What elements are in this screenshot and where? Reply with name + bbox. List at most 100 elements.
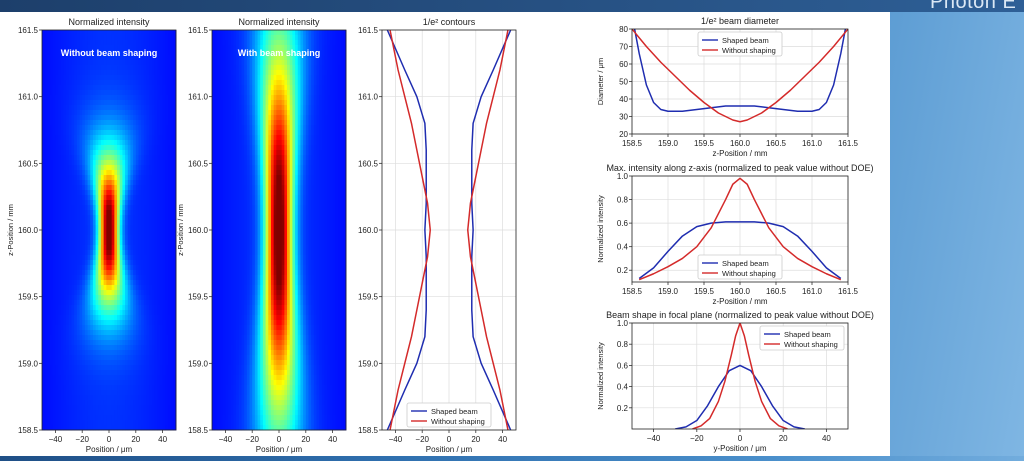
heatmap-cell (112, 165, 115, 170)
heatmap-cell (279, 60, 282, 65)
heatmap-cell (45, 100, 48, 105)
heatmap-cell (50, 295, 53, 300)
heatmap-cell (101, 305, 104, 310)
heatmap-cell (80, 125, 83, 130)
heatmap-cell (45, 275, 48, 280)
heatmap-cell (144, 185, 147, 190)
heatmap-cell (82, 265, 85, 270)
heatmap-cell (53, 375, 56, 380)
heatmap-cell (152, 305, 155, 310)
heatmap-cell (217, 55, 220, 60)
heatmap-cell (138, 245, 141, 250)
heatmap-cell (149, 335, 152, 340)
heatmap-cell (152, 130, 155, 135)
heatmap-cell (55, 205, 58, 210)
heatmap-cell (327, 40, 330, 45)
heatmap-cell (47, 60, 50, 65)
heatmap-cell (112, 95, 115, 100)
heatmap-cell (287, 110, 290, 115)
heatmap-cell (165, 200, 168, 205)
heatmap-cell (93, 85, 96, 90)
heatmap-cell (125, 380, 128, 385)
heatmap-cell (292, 85, 295, 90)
heatmap-cell (125, 80, 128, 85)
heatmap-cell (117, 285, 120, 290)
heatmap-cell (90, 300, 93, 305)
heatmap-cell (98, 105, 101, 110)
heatmap-cell (61, 85, 64, 90)
heatmap-cell (109, 385, 112, 390)
heatmap-cell (157, 390, 160, 395)
heatmap-cell (77, 215, 80, 220)
heatmap-cell (47, 40, 50, 45)
heatmap-cell (69, 310, 72, 315)
heatmap-cell (152, 315, 155, 320)
heatmap-cell (155, 195, 158, 200)
heatmap-cell (295, 110, 298, 115)
heatmap-cell (247, 85, 250, 90)
heatmap-cell (160, 305, 163, 310)
heatmap-cell (138, 185, 141, 190)
heatmap-cell (122, 200, 125, 205)
heatmap-cell (133, 60, 136, 65)
heatmap-cell (114, 150, 117, 155)
heatmap-cell (58, 320, 61, 325)
heatmap-cell (58, 300, 61, 305)
heatmap-cell (45, 320, 48, 325)
heatmap-cell (47, 360, 50, 365)
heatmap-cell (215, 35, 218, 40)
heatmap-cell (157, 370, 160, 375)
heatmap-cell (42, 340, 45, 345)
heatmap-cell (82, 180, 85, 185)
heatmap-cell (125, 90, 128, 95)
heatmap-cell (165, 390, 168, 395)
heatmap-cell (55, 155, 58, 160)
heatmap-cell (74, 130, 77, 135)
heatmap-cell (63, 35, 66, 40)
heatmap-cell (165, 115, 168, 120)
heatmap-cell (268, 30, 271, 35)
heatmap-cell (66, 365, 69, 370)
heatmap-cell (263, 110, 266, 115)
heatmap-cell (327, 80, 330, 85)
heatmap-cell (144, 80, 147, 85)
heatmap-cell (117, 215, 120, 220)
heatmap-cell (122, 135, 125, 140)
heatmap-cell (165, 220, 168, 225)
heatmap-cell (55, 310, 58, 315)
heatmap-cell (155, 30, 158, 35)
heatmap-cell (128, 150, 131, 155)
heatmap-cell (120, 395, 123, 400)
heatmap-cell (77, 370, 80, 375)
heatmap-cell (85, 260, 88, 265)
heatmap-cell (147, 90, 150, 95)
heatmap-cell (69, 255, 72, 260)
heatmap-cell (53, 200, 56, 205)
heatmap-cell (122, 250, 125, 255)
heatmap-cell (152, 235, 155, 240)
heatmap-cell (109, 415, 112, 420)
heatmap-cell (276, 65, 279, 70)
heatmap-cell (80, 210, 83, 215)
heatmap-cell (136, 40, 139, 45)
heatmap-cell (163, 260, 166, 265)
heatmap-cell (66, 30, 69, 35)
heatmap-cell (71, 260, 74, 265)
heatmap-cell (152, 335, 155, 340)
heatmap-cell (69, 90, 72, 95)
y-tick-label: 161.5 (18, 26, 39, 35)
heatmap-cell (128, 280, 131, 285)
heatmap-cell (47, 110, 50, 115)
heatmap-cell (133, 380, 136, 385)
heatmap-cell (160, 215, 163, 220)
heatmap-cell (101, 405, 104, 410)
heatmap-cell (266, 95, 269, 100)
heatmap-cell (279, 75, 282, 80)
heatmap-cell (88, 225, 91, 230)
heatmap-cell (80, 120, 83, 125)
heatmap-cell (55, 345, 58, 350)
heatmap-cell (112, 365, 115, 370)
heatmap-cell (96, 415, 99, 420)
heatmap-cell (133, 105, 136, 110)
heatmap-cell (152, 400, 155, 405)
